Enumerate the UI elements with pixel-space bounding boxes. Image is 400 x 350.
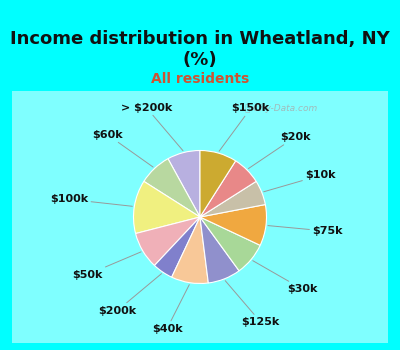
Wedge shape [200,181,265,217]
Text: > $200k: > $200k [121,103,183,150]
Text: $60k: $60k [92,130,153,167]
Text: $20k: $20k [248,132,310,169]
Wedge shape [200,150,236,217]
Wedge shape [136,217,200,266]
Text: ⓘ City-Data.com: ⓘ City-Data.com [245,104,317,113]
Wedge shape [172,217,208,284]
Text: $10k: $10k [264,170,336,192]
Text: $125k: $125k [225,281,280,327]
Text: $40k: $40k [152,285,189,334]
Wedge shape [200,204,266,245]
Text: $30k: $30k [253,261,318,294]
Wedge shape [200,217,260,271]
Text: $100k: $100k [50,194,132,206]
Wedge shape [200,217,239,283]
Ellipse shape [0,41,400,350]
Text: $200k: $200k [98,274,162,315]
Wedge shape [154,217,200,277]
Text: All residents: All residents [151,72,249,86]
Text: $150k: $150k [219,104,270,151]
Wedge shape [144,159,200,217]
Wedge shape [168,150,200,217]
Text: $75k: $75k [268,226,343,236]
Wedge shape [134,181,200,233]
Text: $50k: $50k [72,252,141,280]
Text: Income distribution in Wheatland, NY
(%): Income distribution in Wheatland, NY (%) [10,30,390,69]
Wedge shape [200,161,256,217]
